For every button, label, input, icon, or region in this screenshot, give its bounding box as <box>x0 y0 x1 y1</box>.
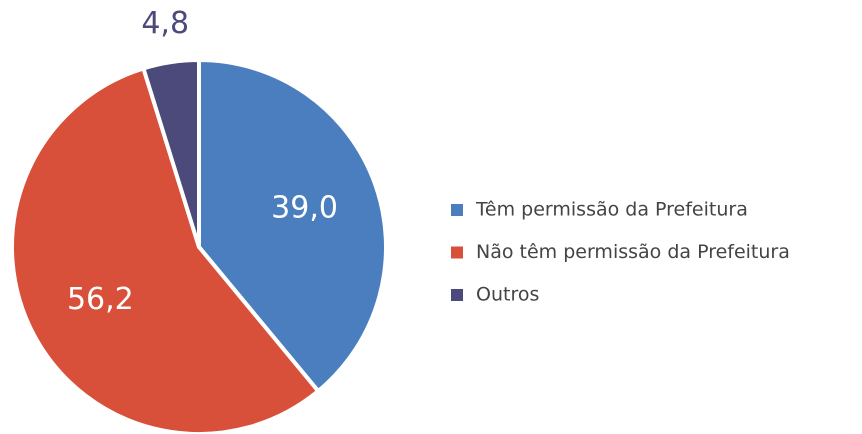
value-label: 56,2 <box>67 282 134 317</box>
pie-slice <box>197 58 388 394</box>
legend-label: Não têm permissão da Prefeitura <box>476 241 790 263</box>
legend-swatch <box>451 289 463 301</box>
legend-swatch <box>451 246 463 259</box>
pie-slice <box>141 58 201 249</box>
legend-swatch <box>451 204 463 216</box>
pie-slice <box>10 66 321 434</box>
legend-label: Outros <box>476 284 539 306</box>
legend-label: Têm permissão da Prefeitura <box>475 199 748 221</box>
value-label: 39,0 <box>271 190 338 225</box>
value-label: 4,8 <box>141 6 189 41</box>
